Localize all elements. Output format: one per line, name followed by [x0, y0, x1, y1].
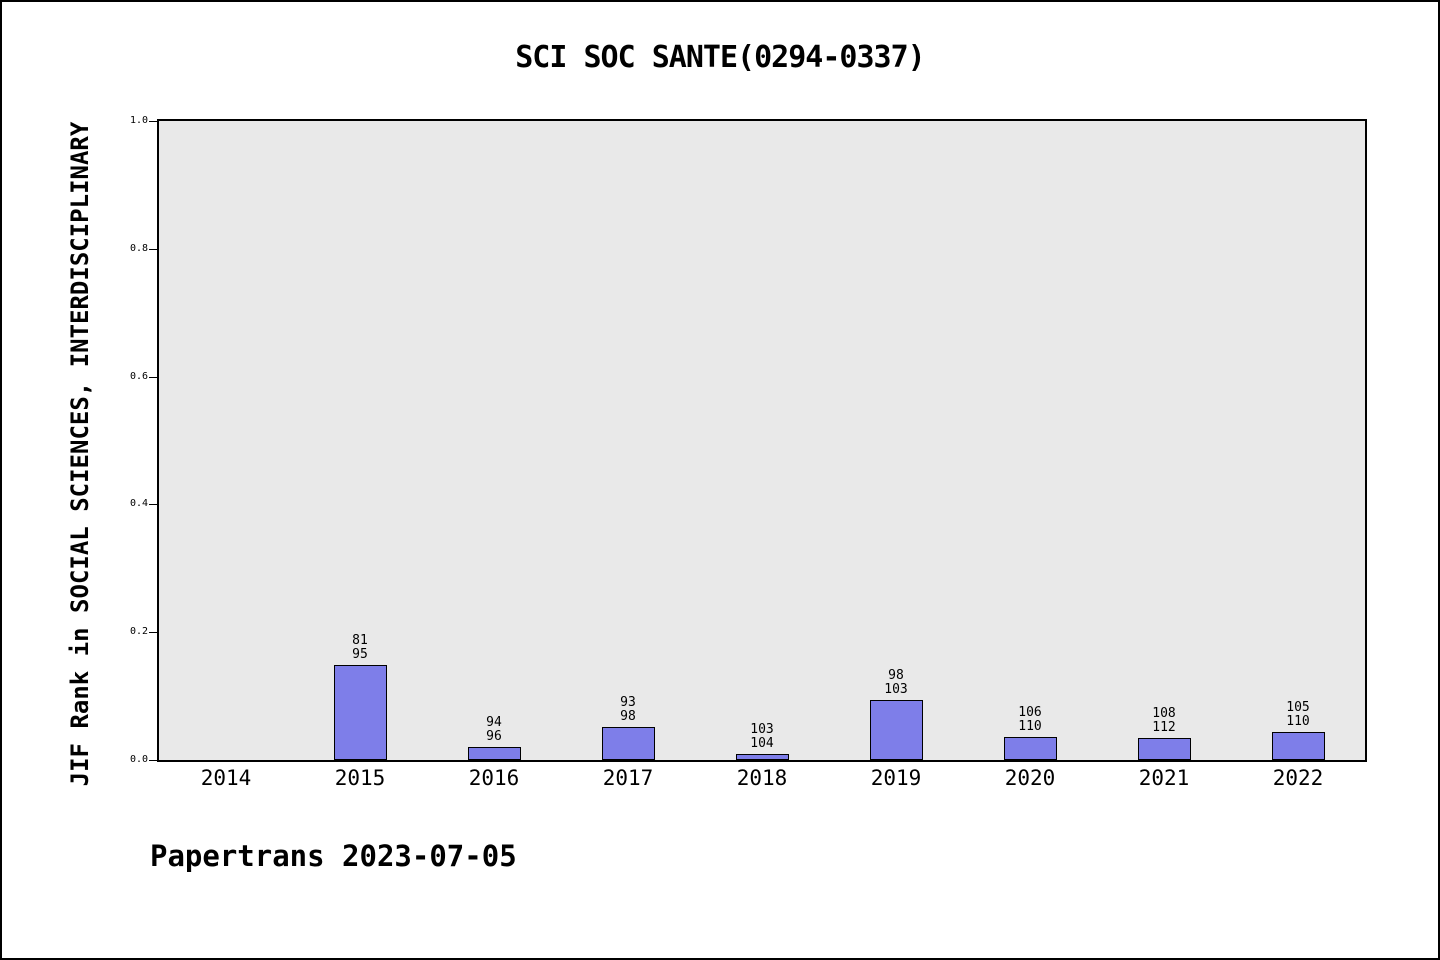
plot-area: 81 95 94 96 93 98 103 104 98 103 106 110 108 112 105 11… [157, 119, 1367, 762]
y-tick-label: 0.2 [129, 626, 148, 637]
x-tick-label: 2022 [1272, 766, 1324, 790]
bar [1004, 737, 1057, 760]
bar-value-label: 94 96 [486, 716, 502, 744]
bar-value-label: 108 112 [1152, 707, 1175, 735]
bar [736, 754, 789, 760]
y-tick-mark [149, 121, 157, 122]
bar [1138, 738, 1191, 760]
bar-value-line: 98 [888, 668, 904, 683]
bar-value-label: 105 110 [1286, 701, 1309, 729]
bar-value-label: 93 98 [620, 696, 636, 724]
bar-value-line: 93 [620, 695, 636, 710]
y-axis-label: JIF Rank in SOCIAL SCIENCES, INTERDISCIP… [66, 121, 94, 787]
bar [334, 665, 387, 760]
x-tick-label: 2018 [736, 766, 788, 790]
bar-value-line: 95 [352, 647, 368, 662]
bar [468, 747, 521, 760]
bar-value-line: 103 [750, 722, 774, 737]
y-tick-mark [149, 760, 157, 761]
x-tick-label: 2015 [334, 766, 386, 790]
y-tick-label: 1.0 [129, 115, 148, 126]
bar-value-line: 110 [1018, 719, 1042, 734]
y-tick-label: 0.4 [129, 498, 148, 509]
bar-value-line: 105 [1286, 700, 1310, 715]
bar-value-line: 98 [620, 709, 636, 724]
x-tick-label: 2016 [468, 766, 520, 790]
bar-value-label: 81 95 [352, 634, 368, 662]
x-tick-label: 2020 [1004, 766, 1056, 790]
y-tick-label: 0.6 [129, 371, 148, 382]
bar-value-line: 96 [486, 729, 502, 744]
x-tick-label: 2017 [602, 766, 654, 790]
y-tick-mark [149, 632, 157, 633]
bar [1272, 732, 1325, 760]
bar-value-label: 98 103 [884, 669, 907, 697]
y-tick-mark [149, 504, 157, 505]
x-tick-label: 2014 [200, 766, 252, 790]
y-tick-label: 0.0 [129, 754, 148, 765]
bar [602, 727, 655, 760]
y-tick-mark [149, 249, 157, 250]
bar-value-line: 108 [1152, 706, 1176, 721]
bar-value-line: 112 [1152, 720, 1176, 735]
watermark-text: Papertrans 2023-07-05 [150, 839, 517, 873]
y-tick-label: 0.8 [129, 243, 148, 254]
bar-value-line: 94 [486, 715, 502, 730]
y-tick-mark [149, 377, 157, 378]
bar-value-line: 103 [884, 682, 908, 697]
bar-value-line: 81 [352, 633, 368, 648]
bar-value-label: 106 110 [1018, 706, 1041, 734]
bar-value-label: 103 104 [750, 723, 773, 751]
x-tick-label: 2019 [870, 766, 922, 790]
x-tick-label: 2021 [1138, 766, 1190, 790]
chart-title: SCI SOC SANTE(0294-0337) [515, 40, 925, 75]
bar [870, 700, 923, 760]
bar-value-line: 104 [750, 736, 774, 751]
bar-value-line: 110 [1286, 714, 1310, 729]
bar-value-line: 106 [1018, 705, 1042, 720]
